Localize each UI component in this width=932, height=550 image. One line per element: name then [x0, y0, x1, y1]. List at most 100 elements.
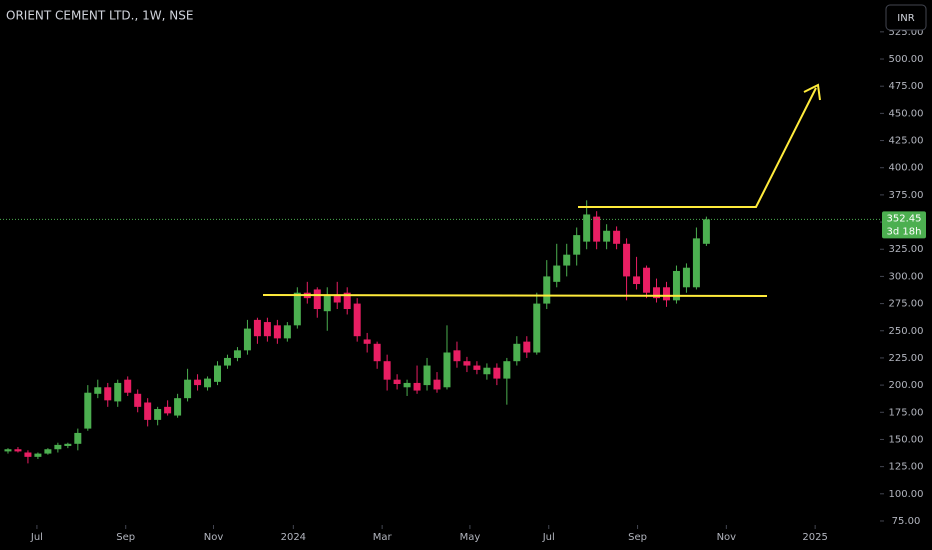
x-tick-label: Nov	[717, 532, 737, 543]
candle-body	[383, 361, 391, 380]
y-tick-label: 125.00	[889, 462, 924, 473]
candle-body	[543, 276, 551, 304]
drawings	[262, 83, 821, 297]
candle-body	[223, 357, 231, 366]
x-tick-label: Mar	[373, 532, 393, 543]
candle-body	[533, 303, 541, 353]
candle-body	[134, 393, 142, 407]
candle-body	[64, 443, 72, 446]
y-tick-label: 375.00	[889, 190, 924, 201]
candle-body	[433, 379, 441, 390]
y-tick-label: 500.00	[889, 54, 924, 65]
candle-body	[14, 449, 22, 452]
candle-body	[214, 365, 222, 382]
y-tick-label: 400.00	[889, 163, 924, 174]
y-tick-label: 150.00	[889, 434, 924, 445]
y-tick-label: 325.00	[889, 244, 924, 255]
candle-body	[313, 289, 321, 310]
currency-button[interactable]	[885, 4, 927, 31]
candle-body	[204, 378, 212, 388]
y-tick-label: 250.00	[889, 326, 924, 337]
candle-body	[463, 361, 471, 366]
candle-body	[363, 339, 371, 344]
y-tick-label: 300.00	[889, 271, 924, 282]
candle-body	[124, 379, 132, 393]
candle-body	[653, 287, 661, 299]
last-price-badge	[882, 211, 926, 239]
candle-body	[513, 343, 521, 362]
candle-body	[583, 214, 591, 242]
candle-body	[184, 379, 192, 399]
candle-body	[473, 365, 481, 370]
y-tick-label: 425.00	[889, 136, 924, 147]
candle-body	[443, 352, 451, 388]
candle-body	[283, 325, 291, 339]
candle-body	[593, 216, 601, 242]
candle-body	[54, 444, 62, 450]
y-tick-label: 75.00	[892, 516, 921, 527]
candle-body	[104, 387, 112, 401]
support-line	[262, 294, 768, 297]
candle-body	[613, 230, 621, 244]
y-tick-label: 475.00	[889, 81, 924, 92]
y-tick-label: 200.00	[889, 380, 924, 391]
x-tick-label: 2025	[802, 532, 827, 543]
candle-body	[323, 295, 331, 312]
candle-body	[423, 365, 431, 386]
candle-body	[84, 392, 92, 429]
candle-body	[692, 238, 700, 288]
candle-body	[194, 379, 202, 386]
candle-body	[573, 235, 581, 255]
candle-body	[483, 367, 491, 375]
candle-body	[144, 402, 152, 420]
x-tick-label: Sep	[628, 532, 647, 543]
candle-body	[563, 254, 571, 266]
candle-body	[4, 449, 12, 452]
candle-body	[672, 270, 680, 301]
x-tick-label: Sep	[116, 532, 135, 543]
y-tick-label: 100.00	[889, 489, 924, 500]
candle-body	[233, 350, 241, 358]
countdown-label: 3d 18h	[887, 226, 922, 237]
candle-body	[353, 303, 361, 337]
candle-body	[403, 382, 411, 388]
candle-body	[174, 398, 182, 416]
y-tick-label: 225.00	[889, 353, 924, 364]
candle-body	[503, 361, 511, 379]
x-tick-label: 2024	[281, 532, 306, 543]
last-price-label: 352.45	[887, 213, 922, 224]
y-tick-label: 525.00	[889, 27, 924, 38]
candle-body	[643, 267, 651, 293]
candle-body	[243, 328, 251, 351]
candle-body	[273, 325, 281, 339]
candle-body	[333, 295, 341, 303]
candle-body	[94, 387, 102, 394]
candle-body	[682, 267, 690, 288]
candle-body	[74, 432, 82, 444]
currency-label: INR	[897, 13, 914, 24]
candle-body	[34, 453, 42, 457]
y-tick-label: 175.00	[889, 407, 924, 418]
candle-body	[343, 292, 351, 310]
trend-arrow	[578, 87, 817, 208]
x-tick-label: Jul	[542, 532, 555, 543]
candle-body	[393, 379, 401, 385]
candle-body	[523, 341, 531, 353]
y-tick-label: 450.00	[889, 108, 924, 119]
x-tick-label: Jul	[30, 532, 43, 543]
candle-body	[453, 350, 461, 362]
y-tick-label: 275.00	[889, 299, 924, 310]
x-tick-label: May	[460, 532, 481, 543]
candle-body	[493, 367, 501, 379]
candle-body	[553, 265, 561, 282]
candle-body	[164, 406, 172, 414]
candle-body	[154, 409, 162, 420]
candle-body	[603, 230, 611, 242]
candle-body	[633, 276, 641, 285]
candle-body	[662, 287, 670, 301]
candle-body	[702, 219, 710, 244]
candle-body	[44, 449, 52, 454]
candle-body	[373, 343, 381, 362]
